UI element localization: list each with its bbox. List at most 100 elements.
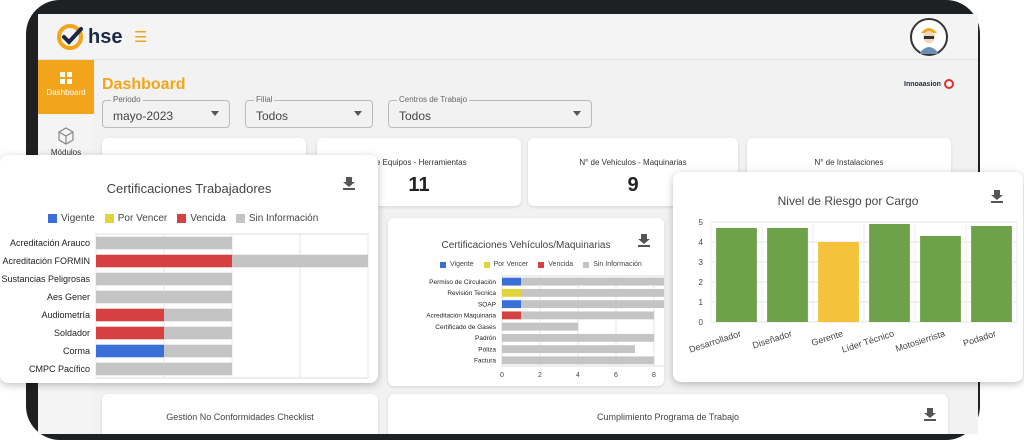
stat-value: 9	[627, 174, 639, 196]
download-icon[interactable]	[924, 408, 936, 421]
sidebar-item-label: Dashboard	[46, 88, 86, 97]
category-label: Diseñador	[751, 328, 793, 350]
stat-title: N° de Instalaciones	[814, 158, 884, 167]
download-icon[interactable]	[991, 190, 1003, 203]
bar-segment	[521, 277, 664, 286]
menu-icon[interactable]: ☰	[134, 29, 148, 46]
stat-value: 11	[408, 174, 430, 196]
app-logo[interactable]: hse	[56, 22, 122, 52]
legend-label: Por Vencer	[117, 213, 168, 224]
periodo-label: Periodo	[111, 95, 143, 104]
legend-label: Vigente	[450, 261, 474, 268]
top-bar: hse ☰	[38, 14, 978, 60]
bar-segment	[96, 326, 164, 340]
category-label: Soldador	[54, 328, 90, 338]
riesgo-chart-panel: Nivel de Riesgo por Cargo 0 1 2 3 4 5 Desarrol…	[673, 172, 1023, 382]
filial-value: Todos	[256, 109, 289, 123]
download-icon[interactable]	[343, 177, 355, 190]
stat-title: N° de Vehiculos - Maquinarias	[579, 158, 687, 167]
bar-segment	[502, 356, 654, 365]
chart-title: Nivel de Riesgo por Cargo	[777, 194, 919, 208]
category-label: CMPC Pacífico	[29, 364, 90, 374]
bar-segment	[96, 272, 232, 286]
dashboard-icon	[60, 72, 72, 84]
category-label: Padrón	[475, 335, 496, 342]
category-label: Póliza	[478, 346, 496, 353]
sidebar-item-dashboard[interactable]: Dashboard	[38, 60, 94, 114]
filial-select[interactable]: Filial Todos	[245, 95, 373, 128]
cumplimiento-card: Cumplimiento Programa de Trabajo	[388, 394, 948, 434]
category-label: Acreditación Arauco	[10, 238, 90, 248]
category-label: Aes Gener	[47, 292, 90, 302]
brand-logo: Innoaasion	[904, 78, 955, 90]
avatar[interactable]	[910, 18, 948, 56]
trabajadores-chart-panel: Certificaciones Trabajadores Vigente Por…	[0, 155, 378, 383]
bar-segment	[502, 311, 521, 320]
chart-title: Certificaciones Trabajadores	[106, 181, 272, 196]
cube-icon	[58, 127, 74, 145]
bar-segment	[502, 322, 578, 331]
bar-segment	[232, 254, 368, 268]
category-label: Sustancias Peligrosas	[1, 274, 90, 284]
gear-icon	[943, 79, 954, 89]
centros-select[interactable]: Centros de Trabajo Todos	[388, 95, 592, 128]
bar-segment	[502, 277, 521, 286]
periodo-value: mayo-2023	[113, 109, 174, 123]
tick-label: 2	[699, 278, 704, 287]
worker-avatar-icon	[919, 28, 939, 54]
tick-label: 0	[699, 318, 704, 327]
risk-bar	[818, 242, 859, 322]
centros-value: Todos	[399, 109, 432, 123]
bar-segment	[521, 288, 664, 297]
risk-bar	[920, 236, 961, 322]
periodo-select[interactable]: Periodo mayo-2023	[102, 95, 230, 128]
category-label: Gerente	[810, 328, 844, 348]
bar-segment	[502, 345, 635, 354]
sidebar-item-modulos[interactable]: Módulos	[38, 116, 94, 170]
bar-segment	[164, 326, 232, 340]
legend-label: Vigente	[61, 213, 95, 224]
no-conformidades-card: Gestión No Conformidades Checklist	[102, 394, 378, 434]
dropdown-arrow-icon	[573, 111, 581, 116]
risk-bar	[971, 226, 1012, 322]
tick-label: 2	[538, 372, 542, 379]
legend-label: Sin Información	[248, 213, 319, 224]
category-label: Podador	[962, 328, 997, 348]
card-title: Gestión No Conformidades Checklist	[166, 412, 314, 422]
stat-title: de Equipos - Herramientas	[371, 158, 467, 167]
sidebar-item-label: Módulos	[50, 148, 82, 157]
card-title: Cumplimiento Programa de Trabajo	[596, 412, 740, 422]
legend-label: Vencida	[548, 261, 574, 268]
vehiculos-chart-card: Certificaciones Vehículos/Maquinarias Vi…	[388, 218, 664, 386]
category-label: Factura	[474, 358, 496, 365]
bar-segment	[96, 344, 164, 358]
bar-segment	[164, 308, 232, 322]
category-label: Revisión Tecnica	[447, 290, 496, 297]
category-label: Desarrollador	[688, 328, 742, 354]
tick-label: 3	[699, 258, 704, 267]
tick-label: 5	[699, 218, 704, 227]
download-icon[interactable]	[638, 234, 650, 247]
category-label: Audiometría	[41, 310, 90, 320]
dropdown-arrow-icon	[211, 111, 219, 116]
tick-label: 1	[699, 298, 704, 307]
legend-label: Por Vencer	[493, 261, 529, 268]
tick-label: 4	[699, 238, 704, 247]
tick-label: 0	[500, 372, 504, 379]
bar-segment	[502, 288, 521, 297]
legend-label: Sin Información	[593, 261, 642, 268]
bar-segment	[502, 333, 654, 342]
bar-segment	[164, 344, 232, 358]
risk-bar	[767, 228, 808, 322]
bar-segment	[502, 300, 521, 309]
bar-segment	[521, 311, 654, 320]
category-label: Corma	[63, 346, 90, 356]
category-label: Certificado de Gases	[435, 324, 496, 331]
bar-segment	[96, 290, 232, 304]
category-label: SOAP	[478, 301, 496, 308]
dropdown-arrow-icon	[354, 111, 362, 116]
tick-label: 8	[652, 372, 656, 379]
tick-label: 6	[614, 372, 618, 379]
category-label: Acreditación FORMIN	[2, 256, 90, 266]
